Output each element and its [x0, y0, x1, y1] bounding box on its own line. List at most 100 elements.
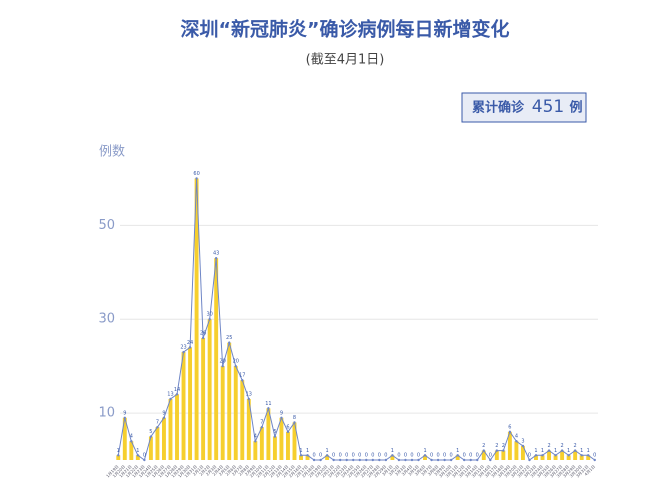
bar — [514, 441, 519, 460]
data-label: 1 — [136, 448, 139, 454]
bar — [188, 347, 193, 460]
data-label: 20 — [233, 359, 239, 365]
point — [338, 458, 342, 462]
bar — [259, 427, 264, 460]
bar — [547, 450, 552, 460]
data-label: 11 — [265, 401, 271, 407]
data-label: 7 — [156, 420, 159, 426]
point — [515, 440, 518, 443]
data-label: 0 — [312, 453, 315, 459]
point — [254, 440, 257, 443]
point — [541, 454, 544, 457]
data-label: 0 — [463, 453, 466, 459]
data-label: 4 — [130, 434, 133, 440]
bar — [194, 178, 199, 460]
point — [241, 379, 244, 382]
bar — [534, 455, 538, 460]
data-label: 13 — [246, 392, 252, 398]
point — [384, 458, 388, 462]
point — [117, 454, 120, 457]
data-label: 43 — [213, 251, 219, 257]
y-tick-label: 30 — [98, 312, 115, 327]
data-label: 4 — [515, 434, 518, 440]
data-label: 9 — [123, 410, 126, 416]
data-label: 0 — [436, 453, 439, 459]
point — [149, 435, 153, 438]
data-label: 0 — [417, 453, 420, 459]
data-label: 1 — [541, 448, 544, 454]
point — [397, 458, 401, 462]
bar — [214, 258, 219, 460]
bar — [573, 450, 578, 460]
data-label: 60 — [193, 171, 199, 177]
bar — [148, 436, 153, 460]
bar — [520, 445, 525, 460]
point — [489, 458, 492, 462]
data-label: 0 — [345, 453, 348, 459]
point — [417, 458, 420, 462]
data-label: 0 — [397, 453, 400, 459]
point — [306, 454, 309, 457]
point — [156, 425, 159, 429]
point — [528, 458, 531, 462]
bar — [240, 380, 245, 460]
data-label: 3 — [521, 438, 524, 444]
data-label: 1 — [391, 448, 394, 454]
bar — [507, 431, 512, 460]
badge-suffix: 例 — [569, 100, 582, 116]
bar — [560, 450, 565, 460]
point — [410, 458, 414, 462]
point — [221, 364, 224, 368]
chart-title: 深圳“新冠肺炎”确诊病例每日新增变化 — [181, 18, 510, 41]
data-label: 0 — [378, 453, 381, 459]
point — [293, 421, 296, 424]
point — [280, 416, 283, 419]
bar — [423, 455, 427, 460]
point — [247, 397, 251, 401]
data-label: 17 — [239, 373, 245, 379]
point — [436, 458, 440, 462]
data-label: 26 — [200, 331, 206, 337]
point — [169, 397, 172, 401]
point — [358, 458, 361, 462]
bar — [181, 352, 186, 460]
data-label: 5 — [273, 429, 276, 435]
data-label: 6 — [286, 424, 289, 430]
point — [234, 364, 237, 368]
total-badge — [461, 92, 587, 123]
bar — [566, 455, 571, 460]
bar — [579, 455, 584, 460]
point — [521, 444, 525, 448]
point — [312, 458, 316, 462]
data-label: 1 — [117, 448, 120, 454]
data-label: 1 — [306, 448, 309, 454]
y-axis-label: 例数 — [99, 145, 125, 160]
bar — [207, 319, 212, 460]
data-label: 2 — [502, 443, 505, 449]
y-tick-label: 50 — [98, 218, 115, 233]
point — [508, 430, 512, 434]
data-label: 2 — [561, 443, 564, 449]
bar — [299, 455, 303, 460]
data-label: 0 — [404, 453, 407, 459]
point — [378, 458, 381, 462]
point — [130, 440, 133, 443]
point — [365, 458, 368, 462]
bar — [494, 450, 499, 460]
point — [587, 454, 590, 457]
point — [319, 458, 322, 462]
point — [195, 177, 198, 180]
data-label: 1 — [567, 448, 570, 454]
trend-line — [117, 178, 596, 461]
point — [449, 458, 453, 462]
data-label: 24 — [187, 340, 193, 346]
bar — [227, 342, 232, 460]
point — [469, 458, 472, 462]
data-label: 2 — [547, 443, 550, 449]
point — [286, 430, 290, 434]
badge-prefix: 累计确诊 — [472, 100, 525, 116]
point — [567, 454, 570, 457]
bar — [161, 417, 166, 460]
data-label: 0 — [469, 453, 472, 459]
